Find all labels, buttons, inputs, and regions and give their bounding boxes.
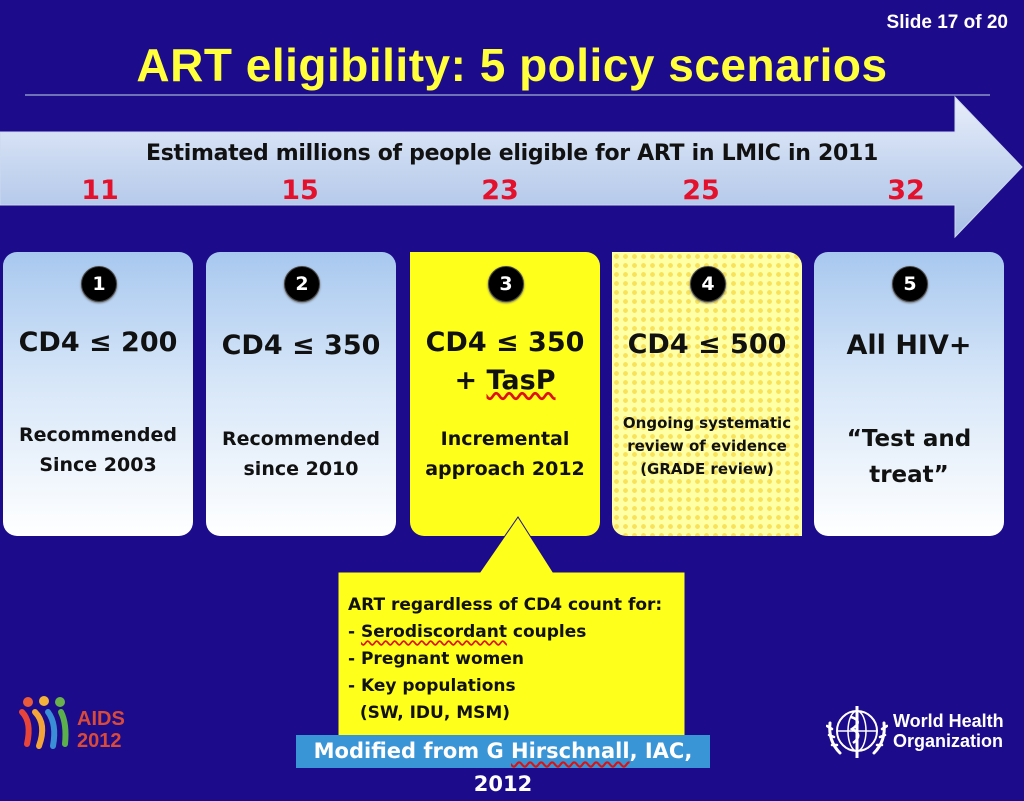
card-subtext-line3: (GRADE review) xyxy=(640,460,774,478)
card-heading: CD4 ≤ 350 xyxy=(221,330,381,361)
scenario-card-5: 5 All HIV+ “Test and treat” xyxy=(814,252,1004,536)
caption-prefix: Modified from G xyxy=(313,739,512,763)
card-subtext-line1: Recommended xyxy=(19,424,177,446)
aids-logo-line1: AIDS xyxy=(77,708,125,730)
slide-counter: Slide 17 of 20 xyxy=(886,12,1008,33)
number-badge: 1 xyxy=(81,266,117,302)
aids-2012-logo: AIDS 2012 xyxy=(19,696,125,752)
callout-item-3: - Key populations xyxy=(348,676,516,696)
estimate-value-1: 11 xyxy=(81,175,119,206)
callout-item-4: (SW, IDU, MSM) xyxy=(348,703,511,723)
number-badge: 4 xyxy=(690,266,726,302)
card-subtext-line1: Recommended xyxy=(222,428,380,450)
who-line1: World Health xyxy=(893,711,1004,731)
estimate-value-4: 25 xyxy=(682,175,720,206)
callout-item-1-suffix: couples xyxy=(506,622,587,642)
caption-name: Hirschnall xyxy=(511,739,630,763)
slide-title: ART eligibility: 5 policy scenarios xyxy=(136,39,888,91)
card-subtext-line1: “Test and xyxy=(846,426,972,452)
timeline-arrow xyxy=(0,95,1023,239)
card-subtext-line2: Since 2003 xyxy=(39,454,157,476)
callout-heading: ART regardless of CD4 count for: xyxy=(348,595,663,615)
who-wordmark: World Health Organization xyxy=(893,711,1004,751)
title-divider xyxy=(25,94,990,96)
scenario-card-2: 2 CD4 ≤ 350 Recommended since 2010 xyxy=(206,252,396,536)
aids-logo-line2: 2012 xyxy=(77,730,122,752)
number-badge: 5 xyxy=(892,266,928,302)
card-subtext-line1: Ongoing systematic xyxy=(622,414,792,432)
estimate-value-3: 23 xyxy=(481,175,519,206)
who-emblem-icon xyxy=(826,706,888,758)
card-subtext-line2: since 2010 xyxy=(243,458,359,480)
card-subtext-line1: Incremental xyxy=(440,428,570,450)
number-badge: 3 xyxy=(488,266,524,302)
card-heading-prefix: + xyxy=(454,365,487,396)
ribbon-people-icon xyxy=(19,696,69,749)
card-heading-line2: + TasP xyxy=(410,364,600,398)
card-subtext-line2: treat” xyxy=(869,462,949,488)
tasp-word: TasP xyxy=(486,365,556,396)
who-line2: Organization xyxy=(893,731,1004,751)
card-heading: All HIV+ xyxy=(846,330,972,361)
card-subtext-line2: review of evidence xyxy=(627,437,787,455)
callout-item-1: - Serodiscordant couples xyxy=(348,619,678,646)
scenario-card-4: 4 CD4 ≤ 500 Ongoing systematic review of… xyxy=(612,252,802,536)
card-heading: CD4 ≤ 500 xyxy=(627,329,787,360)
callout-text: ART regardless of CD4 count for: - Serod… xyxy=(348,592,678,727)
estimate-value-2: 15 xyxy=(281,175,319,206)
source-caption: Modified from G Hirschnall, IAC, 2012 xyxy=(296,735,710,796)
card-heading: CD4 ≤ 350 xyxy=(425,327,585,358)
card-heading: CD4 ≤ 200 xyxy=(18,327,178,358)
callout-item-1-prefix: - xyxy=(348,622,361,642)
callout-item-2: - Pregnant women xyxy=(348,649,524,669)
scenario-card-1: 1 CD4 ≤ 200 Recommended Since 2003 xyxy=(3,252,193,536)
scenario-card-3: 3 CD4 ≤ 350 + TasP Incremental approach … xyxy=(410,252,600,536)
card-subtext-line2: approach 2012 xyxy=(425,458,585,480)
arrow-label: Estimated millions of people eligible fo… xyxy=(146,141,878,166)
estimate-value-5: 32 xyxy=(887,175,925,206)
serodiscordant-word: Serodiscordant xyxy=(360,622,507,642)
number-badge: 2 xyxy=(284,266,320,302)
callout-bubble xyxy=(337,516,686,768)
